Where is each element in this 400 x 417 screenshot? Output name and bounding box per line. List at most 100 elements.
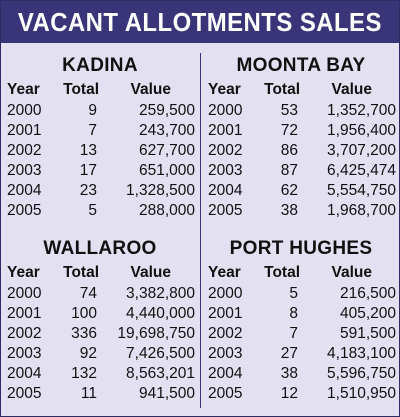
value-cell: 7,426,500 — [126, 345, 195, 362]
year-cell: 2002 — [7, 142, 42, 159]
year-cell: 2002 — [7, 325, 42, 342]
year-cell: 2002 — [208, 142, 243, 159]
column-header-total: Total — [63, 264, 99, 281]
column-header-year: Year — [7, 264, 40, 281]
column-header-total: Total — [264, 81, 300, 98]
value-cell: 1,956,400 — [327, 122, 396, 139]
value-cell: 5,596,750 — [327, 365, 396, 382]
year-cell: 2000 — [208, 285, 243, 302]
year-cell: 2003 — [208, 345, 243, 362]
value-cell: 288,000 — [138, 202, 195, 219]
table-row: 2003 92 7,426,500 — [5, 344, 195, 364]
value-cell: 4,440,000 — [126, 305, 195, 322]
value-cell: 1,352,700 — [327, 102, 396, 119]
total-cell: 13 — [79, 142, 97, 159]
value-cell: 1,328,500 — [126, 182, 195, 199]
value-cell: 8,563,201 — [126, 365, 195, 382]
section-moonta-bay: MOONTA BAY Year Total Value 2000 53 1,35… — [206, 53, 396, 221]
value-cell: 6,425,474 — [327, 162, 396, 179]
value-cell: 405,200 — [339, 305, 396, 322]
section-port-hughes: PORT HUGHES Year Total Value 2000 5 216,… — [206, 236, 396, 404]
total-cell: 74 — [79, 285, 97, 302]
total-cell: 8 — [289, 305, 298, 322]
total-cell: 53 — [280, 102, 298, 119]
year-cell: 2004 — [208, 365, 243, 382]
total-cell: 132 — [71, 365, 97, 382]
table-row: 2001 7 243,700 — [5, 121, 195, 141]
value-cell: 1,510,950 — [327, 385, 396, 402]
total-cell: 7 — [88, 122, 97, 139]
total-cell: 17 — [79, 162, 97, 179]
table-row: 2005 5 288,000 — [5, 201, 195, 221]
section-kadina: KADINA Year Total Value 2000 9 259,500 2… — [5, 53, 195, 221]
table-row: 2005 12 1,510,950 — [206, 384, 396, 404]
table-row: 2003 87 6,425,474 — [206, 161, 396, 181]
year-cell: 2005 — [208, 385, 243, 402]
header-row: Year Total Value — [206, 79, 396, 101]
section-title: MOONTA BAY — [236, 55, 366, 76]
header-row: Year Total Value — [206, 262, 396, 284]
table-row: 2002 336 19,698,750 — [5, 324, 195, 344]
value-cell: 4,183,100 — [327, 345, 396, 362]
total-cell: 5 — [289, 285, 298, 302]
column-header-year: Year — [208, 81, 241, 98]
value-cell: 1,968,700 — [327, 202, 396, 219]
year-cell: 2004 — [7, 365, 42, 382]
column-header-year: Year — [208, 264, 241, 281]
value-cell: 19,698,750 — [117, 325, 195, 342]
total-cell: 27 — [280, 345, 298, 362]
total-cell: 11 — [80, 385, 97, 402]
year-cell: 2000 — [7, 285, 42, 302]
table-row: 2001 8 405,200 — [206, 304, 396, 324]
table-row: 2002 86 3,707,200 — [206, 141, 396, 161]
value-cell: 3,382,800 — [126, 285, 195, 302]
value-cell: 941,500 — [138, 385, 195, 402]
total-cell: 38 — [280, 365, 298, 382]
year-cell: 2003 — [7, 345, 42, 362]
section-title: KADINA — [62, 55, 138, 76]
year-cell: 2004 — [208, 182, 243, 199]
year-cell: 2005 — [7, 202, 42, 219]
value-cell: 259,500 — [138, 102, 195, 119]
value-cell: 5,554,750 — [327, 182, 396, 199]
table-row: 2004 62 5,554,750 — [206, 181, 396, 201]
section-wallaroo: WALLAROO Year Total Value 2000 74 3,382,… — [5, 236, 195, 404]
table-row: 2000 74 3,382,800 — [5, 284, 195, 304]
total-cell: 86 — [280, 142, 298, 159]
total-cell: 5 — [88, 202, 97, 219]
column-header-value: Value — [130, 264, 172, 281]
column-header-value: Value — [130, 81, 172, 98]
title-banner: VACANT ALLOTMENTS SALES — [1, 1, 399, 43]
table-row: 2005 11 941,500 — [5, 384, 195, 404]
value-cell: 651,000 — [138, 162, 195, 179]
year-cell: 2002 — [208, 325, 243, 342]
total-cell: 100 — [71, 305, 97, 322]
year-cell: 2001 — [208, 122, 243, 139]
total-cell: 72 — [280, 122, 298, 139]
total-cell: 9 — [88, 102, 97, 119]
year-cell: 2004 — [7, 182, 42, 199]
value-cell: 3,707,200 — [327, 142, 396, 159]
page-title: VACANT ALLOTMENTS SALES — [17, 6, 383, 37]
year-cell: 2005 — [7, 385, 42, 402]
total-cell: 92 — [79, 345, 97, 362]
table-row: 2000 5 216,500 — [206, 284, 396, 304]
table-row: 2004 38 5,596,750 — [206, 364, 396, 384]
table-row: 2001 100 4,440,000 — [5, 304, 195, 324]
total-cell: 12 — [280, 385, 298, 402]
value-cell: 216,500 — [339, 285, 396, 302]
year-cell: 2003 — [208, 162, 243, 179]
total-cell: 7 — [289, 325, 298, 342]
column-header-value: Value — [331, 81, 373, 98]
value-cell: 627,700 — [138, 142, 195, 159]
column-header-value: Value — [331, 264, 373, 281]
column-header-total: Total — [264, 264, 300, 281]
table-row: 2000 53 1,352,700 — [206, 101, 396, 121]
table-row: 2001 72 1,956,400 — [206, 121, 396, 141]
total-cell: 336 — [71, 325, 97, 342]
column-header-year: Year — [7, 81, 40, 98]
year-cell: 2000 — [208, 102, 243, 119]
total-cell: 87 — [280, 162, 298, 179]
column-divider — [200, 53, 201, 408]
